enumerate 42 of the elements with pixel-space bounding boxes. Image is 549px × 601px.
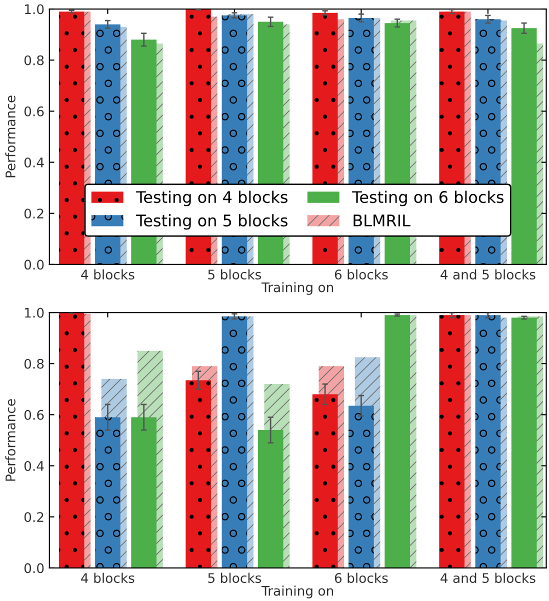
x-axis-title: Training on — [261, 282, 334, 295]
legend-label: BLMRIL — [354, 214, 410, 226]
y-tick-label: 0.2 — [24, 208, 44, 219]
x-tick-label: 4 blocks — [81, 572, 134, 584]
y-axis-title: Performance — [5, 96, 16, 178]
bar — [186, 380, 212, 568]
x-axis-title: Training on — [261, 586, 334, 598]
legend-label: Testing on 6 blocks — [352, 190, 504, 206]
x-tick-label: 6 blocks — [334, 572, 388, 584]
y-tick-label: 0.8 — [24, 55, 44, 66]
bar — [439, 315, 465, 568]
bar — [258, 430, 284, 568]
x-tick-label: 5 blocks — [208, 572, 262, 584]
x-tick-label: 5 blocks — [208, 269, 262, 280]
y-tick-label: 0.2 — [24, 512, 44, 522]
bar — [475, 315, 501, 568]
bar — [131, 417, 157, 568]
x-tick-label: 6 blocks — [334, 269, 388, 280]
y-tick-label: 0.4 — [24, 460, 44, 471]
bar — [511, 28, 537, 264]
legend-label: Testing on 5 blocks — [136, 214, 288, 230]
x-tick-label: 4 and 5 blocks — [440, 572, 536, 584]
legend-label: Testing on 4 blocks — [136, 190, 288, 206]
bar — [384, 315, 410, 568]
bar — [511, 318, 537, 568]
y-tick-label: 0.0 — [24, 563, 44, 574]
y-tick-label: 1.0 — [25, 308, 44, 318]
bar — [222, 316, 248, 568]
y-tick-label: 0.4 — [24, 157, 44, 168]
bar — [312, 394, 338, 568]
bar — [95, 417, 120, 568]
x-tick-label: 4 blocks — [81, 269, 134, 280]
y-axis-title: Performance — [5, 399, 16, 481]
y-tick-label: 0.6 — [24, 106, 44, 116]
bar — [58, 312, 84, 568]
y-tick-label: 0.6 — [24, 410, 44, 420]
y-tick-label: 0.0 — [24, 260, 44, 270]
y-tick-label: 1.0 — [25, 4, 44, 14]
bar — [58, 12, 84, 264]
x-tick-label: 4 and 5 blocks — [440, 269, 536, 280]
bar — [348, 406, 374, 568]
y-tick-label: 0.8 — [24, 358, 44, 369]
